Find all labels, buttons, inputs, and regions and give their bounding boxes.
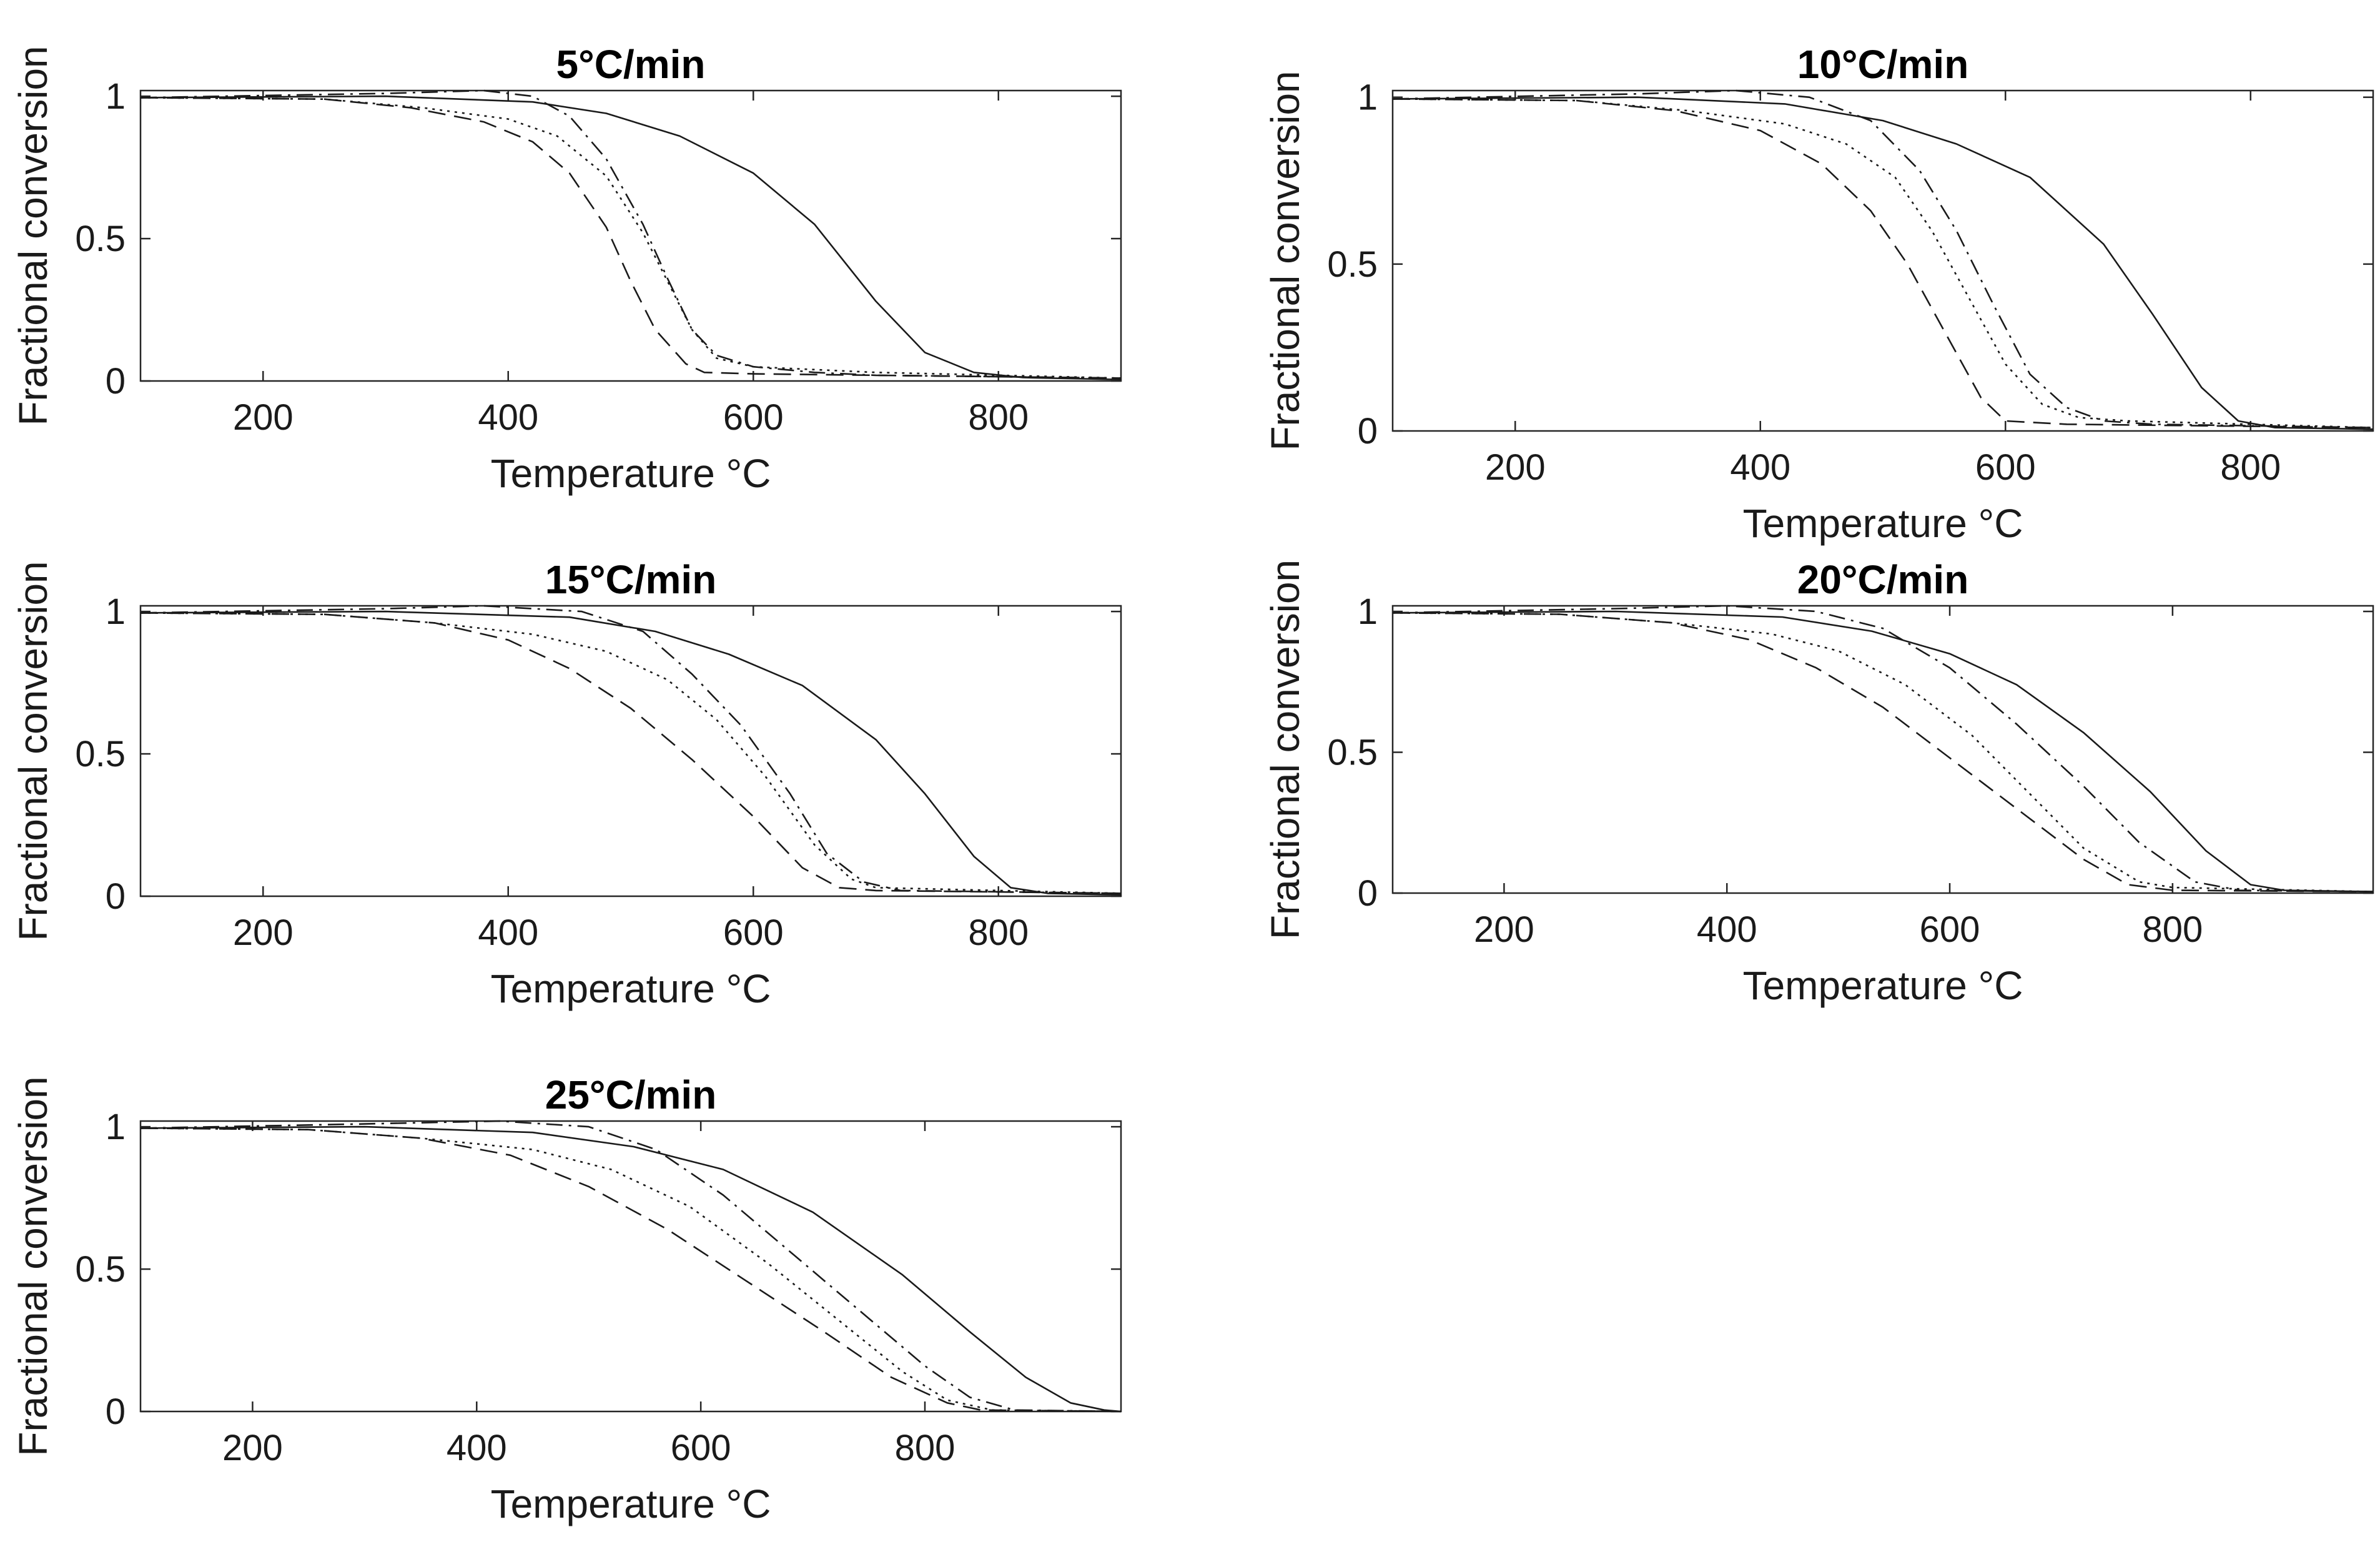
y-tick-label: 1 — [106, 1107, 126, 1147]
y-tick-label: 0.5 — [75, 734, 126, 774]
series-line-dashed — [1392, 612, 2374, 892]
series-line-dash-dot — [1392, 605, 2374, 892]
y-tick-label: 0.5 — [75, 219, 126, 259]
x-axis-label: Temperature °C — [491, 451, 771, 496]
x-tick-label: 600 — [1975, 447, 2036, 488]
chart-panel: 200 400 600 800 0 0.5 1 25°C/min Temperature °C F… — [11, 1072, 1122, 1526]
x-tick-label: 400 — [1730, 447, 1790, 488]
y-tick-label: 0 — [106, 876, 126, 917]
chart-title: 15°C/min — [545, 557, 717, 602]
x-axis-label: Temperature °C — [491, 1481, 771, 1526]
series-line-dotted — [1392, 612, 2374, 892]
chart-panel: 200 400 600 800 0 0.5 1 15°C/min Temperature °C F… — [11, 557, 1122, 1011]
chart-title: 5°C/min — [556, 42, 706, 87]
series-line-dotted — [140, 612, 1122, 894]
x-tick-label: 200 — [222, 1428, 283, 1468]
series-line-dash-dot — [1392, 89, 2374, 428]
y-axis-label: Fractional conversion — [11, 46, 56, 425]
y-tick-label: 1 — [1358, 77, 1378, 118]
plot-frame — [1391, 605, 2374, 894]
series-line-dash-dot — [140, 605, 1122, 894]
series-line-dashed — [140, 1127, 1122, 1413]
x-tick-label: 200 — [233, 397, 294, 438]
plot-frame — [139, 1120, 1122, 1413]
series-line-dashed — [140, 97, 1122, 379]
x-tick-label: 400 — [478, 397, 538, 438]
y-tick-label: 0.5 — [1327, 244, 1378, 285]
y-axis-label: Fractional conversion — [1263, 560, 1308, 939]
series-line-dotted — [140, 1127, 1122, 1413]
x-tick-label: 800 — [968, 912, 1029, 953]
y-tick-label: 0.5 — [75, 1249, 126, 1290]
x-axis-label: Temperature °C — [491, 966, 771, 1011]
chart-title: 10°C/min — [1797, 42, 1969, 87]
x-tick-label: 600 — [671, 1428, 731, 1468]
chart-panel: 200 400 600 800 0 0.5 1 10°C/min Temperature °C F… — [1263, 42, 2374, 546]
y-axis-label: Fractional conversion — [1263, 71, 1308, 450]
y-tick-label: 1 — [106, 591, 126, 632]
x-tick-label: 600 — [723, 397, 784, 438]
chart-title: 20°C/min — [1797, 557, 1969, 602]
series-line-dashed — [1392, 98, 2374, 428]
series-line-dash-dot — [140, 1120, 1122, 1413]
y-axis-label: Fractional conversion — [11, 561, 56, 941]
plot-frame — [139, 605, 1122, 897]
x-tick-label: 800 — [895, 1428, 955, 1468]
y-tick-label: 0.5 — [1327, 733, 1378, 773]
series-line-solid — [140, 1125, 1122, 1413]
x-tick-label: 600 — [1920, 909, 1980, 950]
y-tick-label: 0 — [1358, 873, 1378, 914]
series-line-solid — [1392, 96, 2374, 430]
series-line-dotted — [140, 97, 1122, 379]
series-line-dashed — [140, 612, 1122, 894]
plot-frame — [1391, 89, 2374, 432]
chart-panel: 200 400 600 800 0 0.5 1 5°C/min Temperature °C Fr… — [11, 42, 1122, 496]
x-tick-label: 600 — [723, 912, 784, 953]
y-tick-label: 0 — [1358, 411, 1378, 452]
plot-frame — [139, 89, 1122, 382]
y-tick-label: 0 — [106, 361, 126, 402]
x-tick-label: 200 — [1474, 909, 1534, 950]
chart-title: 25°C/min — [545, 1072, 717, 1117]
y-tick-label: 0 — [106, 1391, 126, 1432]
x-tick-label: 400 — [478, 912, 538, 953]
y-tick-label: 1 — [106, 76, 126, 117]
x-tick-label: 400 — [447, 1428, 507, 1468]
x-tick-label: 400 — [1697, 909, 1757, 950]
x-axis-label: Temperature °C — [1743, 963, 2023, 1008]
x-tick-label: 200 — [233, 912, 294, 953]
x-tick-label: 800 — [2220, 447, 2281, 488]
y-tick-label: 1 — [1358, 591, 1378, 632]
series-line-solid — [140, 610, 1122, 896]
series-line-dotted — [1392, 98, 2374, 428]
y-axis-label: Fractional conversion — [11, 1076, 56, 1456]
chart-panel: 200 400 600 800 0 0.5 1 20°C/min Temperature °C F… — [1263, 557, 2374, 1008]
series-line-solid — [1392, 610, 2374, 892]
series-line-dash-dot — [140, 89, 1122, 379]
series-line-solid — [140, 95, 1122, 380]
x-tick-label: 800 — [968, 397, 1029, 438]
x-tick-label: 200 — [1485, 447, 1546, 488]
x-tick-label: 800 — [2142, 909, 2203, 950]
x-axis-label: Temperature °C — [1743, 501, 2023, 546]
